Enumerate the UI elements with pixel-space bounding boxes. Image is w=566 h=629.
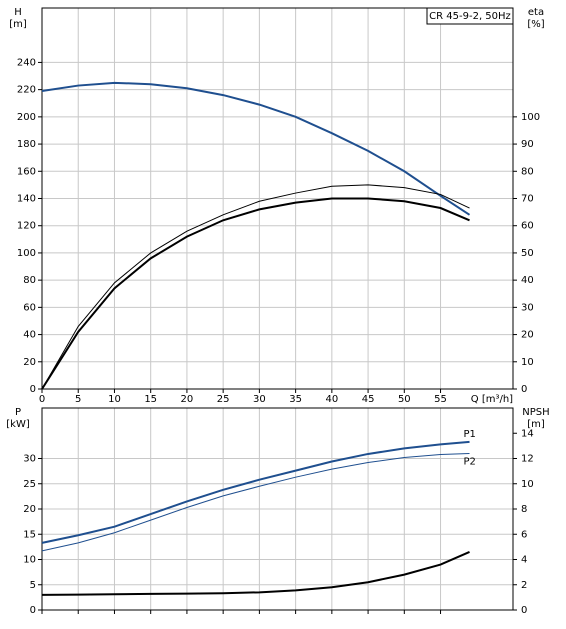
y2-axis-label: eta [528,7,544,18]
y-axis-label: [kW] [6,419,30,430]
y-tick-label: 100 [17,248,36,259]
y2-tick-label: 100 [521,112,540,123]
y-tick-label: 25 [23,479,36,490]
y-tick-label: 140 [17,194,36,205]
curve [41,452,470,552]
x-tick-label: 20 [181,394,194,405]
curve [41,197,470,390]
y2-tick-label: 2 [521,580,527,591]
y2-tick-label: 0 [521,605,527,616]
y-tick-label: 0 [30,384,36,395]
x-tick-label: 5 [75,394,81,405]
y2-axis-label: [%] [527,19,544,30]
curve [41,184,470,390]
y-tick-label: 200 [17,112,36,123]
y2-tick-label: 50 [521,248,534,259]
y-tick-label: 20 [23,357,36,368]
y-tick-label: 15 [23,529,36,540]
y2-tick-label: 4 [521,555,527,566]
x-tick-label: 0 [39,394,45,405]
x-tick-label: 25 [217,394,230,405]
y2-tick-label: 30 [521,302,534,313]
chart-title: CR 45-9-2, 50Hz [429,11,511,22]
x-tick-label: 35 [289,394,302,405]
y2-axis-label: NPSH [522,407,549,418]
y2-tick-label: 10 [521,357,534,368]
y-tick-label: 0 [30,605,36,616]
y-axis-label: H [14,7,22,18]
curve [41,81,471,216]
y-tick-label: 180 [17,139,36,150]
y2-tick-label: 40 [521,275,534,286]
x-tick-label: 15 [144,394,157,405]
y2-tick-label: 10 [521,479,534,490]
y-tick-label: 240 [17,57,36,68]
x-tick-label: 45 [362,394,375,405]
curve [41,440,470,544]
y-tick-label: 40 [23,330,36,341]
title-box [426,7,514,25]
series-label: P2 [464,456,476,467]
x-tick-label: 50 [398,394,411,405]
y-tick-label: 220 [17,85,36,96]
y-tick-label: 5 [30,580,36,591]
y-tick-label: 10 [23,555,36,566]
y2-tick-label: 12 [521,454,534,465]
y-tick-label: 120 [17,221,36,232]
curve [41,551,470,596]
y-tick-label: 160 [17,166,36,177]
y2-tick-label: 14 [521,428,534,439]
plot-frame [41,7,514,390]
x-tick-label: 55 [434,394,447,405]
y-tick-label: 60 [23,302,36,313]
y-axis-label: P [15,407,21,418]
y2-tick-label: 20 [521,330,534,341]
series-label: P1 [464,429,476,440]
y-axis-label: [m] [9,19,27,30]
y-tick-label: 80 [23,275,36,286]
x-tick-label: 30 [253,394,266,405]
y2-tick-label: 60 [521,221,534,232]
y2-tick-label: 80 [521,166,534,177]
y2-tick-label: 90 [521,139,534,150]
y2-tick-label: 8 [521,504,527,515]
x-tick-label: 10 [108,394,121,405]
y2-axis-label: [m] [527,419,545,430]
y-tick-label: 30 [23,454,36,465]
y2-tick-label: 70 [521,194,534,205]
y-tick-label: 20 [23,504,36,515]
y2-tick-label: 0 [521,384,527,395]
x-axis-label: Q [m³/h] [471,394,513,405]
x-tick-label: 40 [325,394,338,405]
y2-tick-label: 6 [521,529,527,540]
plot-frame [41,407,514,611]
